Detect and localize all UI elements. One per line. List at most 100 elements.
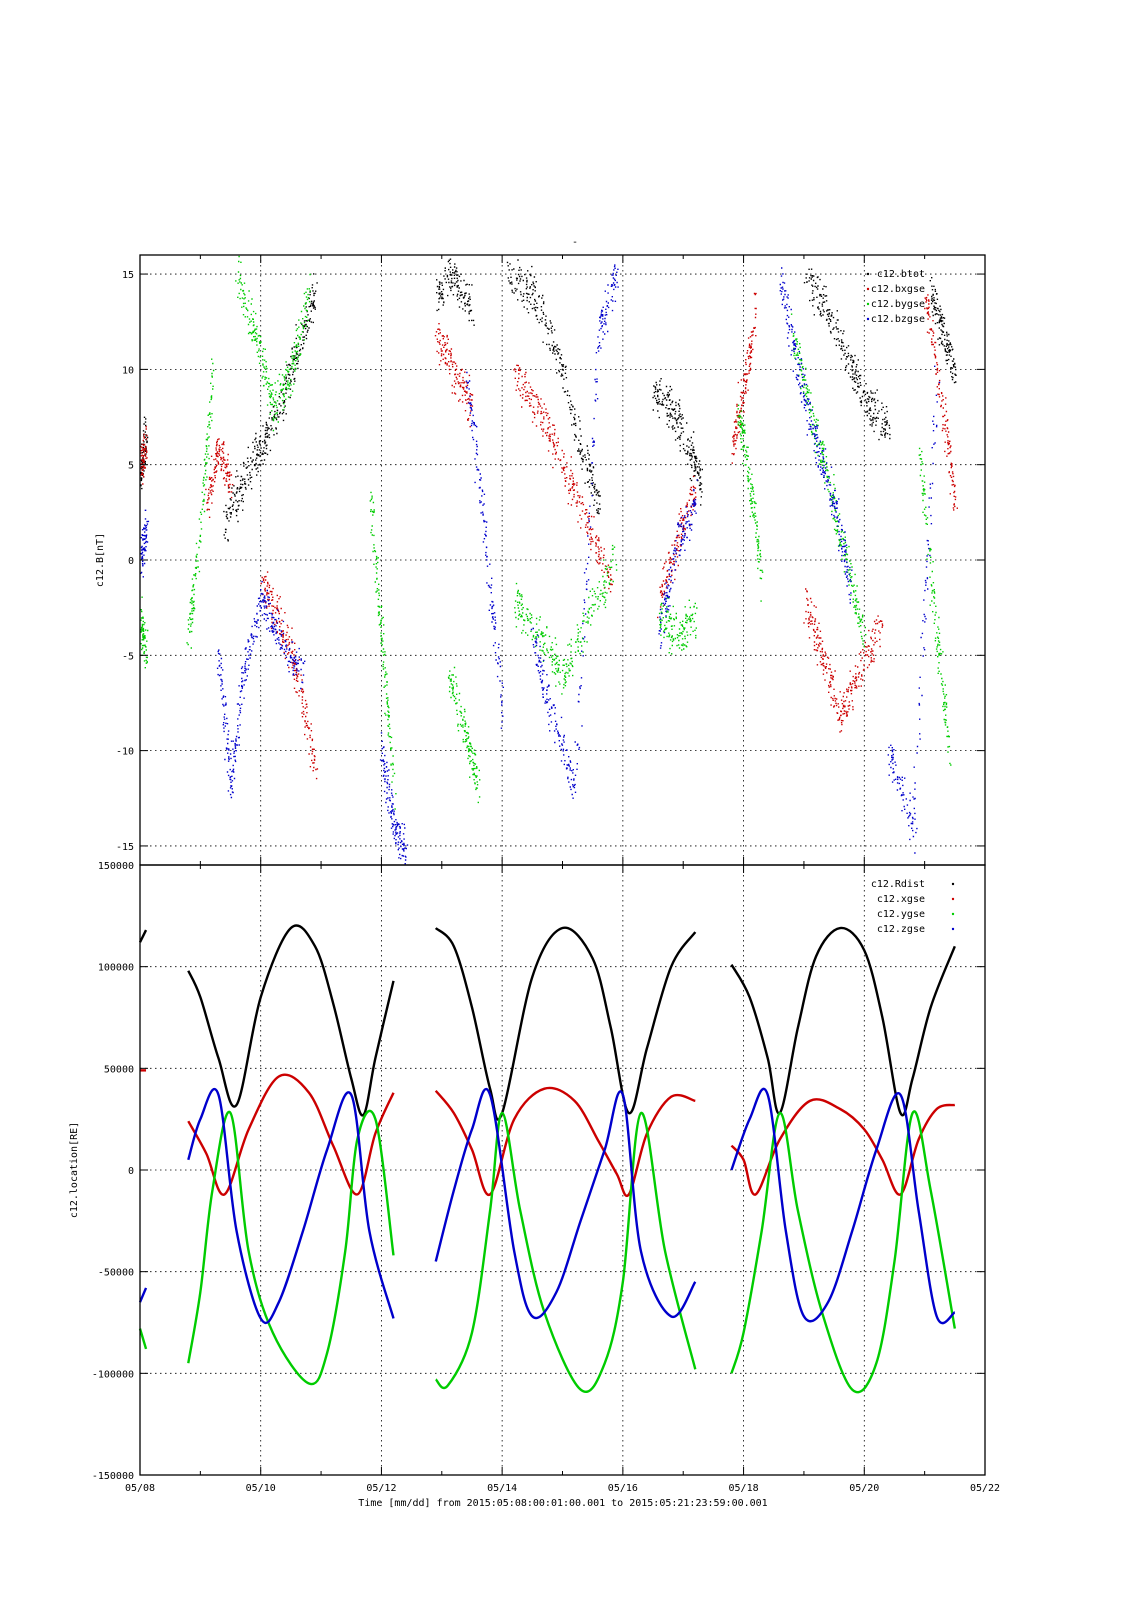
series-line (138, 929, 148, 943)
y-tick-label: 15 (122, 270, 134, 281)
series-line (730, 1087, 956, 1325)
legend-marker (951, 912, 955, 916)
y-tick-label: -5 (122, 651, 134, 662)
scatter-points (140, 509, 150, 578)
series-line (434, 1087, 697, 1320)
scatter-points (447, 666, 481, 804)
series-line (187, 1073, 395, 1196)
legend-marker (866, 272, 870, 276)
scatter-points (652, 378, 703, 506)
scatter-points (731, 292, 757, 464)
x-tick-label: 05/18 (729, 1483, 759, 1494)
x-tick-label: 05/10 (246, 1483, 276, 1494)
scatter-points (918, 447, 952, 766)
scatter-points (216, 581, 306, 799)
scatter-points (737, 404, 764, 602)
top-y-axis-label: c12.B[nT] (95, 533, 106, 587)
scatter-points (530, 264, 619, 799)
legend-marker (951, 897, 955, 901)
series-line (138, 1287, 148, 1303)
y-tick-label: 100000 (98, 963, 134, 974)
y-tick-label: 150000 (98, 861, 134, 872)
legend-marker (866, 287, 870, 291)
scatter-points (140, 596, 149, 669)
top-data-points (140, 255, 958, 865)
top-plot-frame (139, 254, 986, 866)
legend-label: c12.Rdist (871, 879, 925, 890)
x-tick-label: 05/20 (849, 1483, 879, 1494)
scatter-points (434, 323, 474, 428)
x-tick-label: 05/22 (970, 1483, 1000, 1494)
top-grid (140, 255, 985, 865)
scatter-points (506, 259, 601, 515)
series-line (187, 924, 395, 1117)
scatter-points (235, 255, 311, 432)
series-line (187, 1087, 395, 1325)
scatter-points (929, 277, 957, 384)
bottom-series-lines (138, 924, 957, 1394)
scatter-points (465, 371, 504, 729)
scatter-points (223, 273, 318, 542)
series-line (434, 1111, 697, 1393)
chart-title: - (572, 237, 578, 248)
scatter-points (379, 732, 409, 865)
legend-marker (951, 882, 955, 886)
y-tick-label: 5 (128, 461, 134, 472)
y-tick-label: 10 (122, 365, 134, 376)
series-line (434, 926, 697, 1121)
y-tick-label: -15 (116, 842, 134, 853)
scatter-points (657, 475, 697, 619)
y-tick-label: -10 (116, 747, 134, 758)
legend-marker (951, 927, 955, 931)
scatter-points (205, 438, 234, 518)
bottom-plot-frame (139, 864, 986, 1476)
scatter-points (803, 268, 891, 441)
bottom-y-axis-label: c12.location[RE] (69, 1122, 80, 1218)
scatter-points (658, 597, 698, 655)
series-line (730, 926, 956, 1117)
legend-label: c12.ygse (877, 909, 925, 920)
y-tick-label: -50000 (98, 1268, 134, 1279)
x-tick-label: 05/14 (487, 1483, 517, 1494)
y-tick-label: 0 (128, 556, 134, 567)
y-tick-label: -150000 (92, 1471, 134, 1482)
x-tick-label: 05/12 (366, 1483, 396, 1494)
series-line (730, 1098, 956, 1196)
scatter-points (260, 571, 319, 780)
location-panel: -150000 -100000 -50000 0 50000 100000 150000 05… (69, 861, 1000, 1509)
scatter-points (924, 294, 958, 511)
scatter-points (436, 258, 475, 326)
series-line (730, 1110, 957, 1394)
scatter-points (514, 544, 618, 695)
legend-label: c12.btot (877, 269, 925, 280)
y-tick-label: -100000 (92, 1369, 134, 1380)
legend-label: c12.xgse (877, 894, 925, 905)
x-tick-label: 05/16 (608, 1483, 638, 1494)
legend-label: c12.bxgse (871, 284, 925, 295)
legend-label: c12.zgse (877, 924, 925, 935)
y-tick-label: 50000 (104, 1064, 134, 1075)
legend-label: c12.bzgse (871, 314, 925, 325)
legend-marker (866, 302, 870, 306)
legend-label: c12.bygse (871, 299, 925, 310)
scatter-points (887, 365, 941, 854)
scatter-points (140, 416, 149, 490)
top-legend: c12.btot c12.bxgse c12.bygse c12.bzgse (866, 269, 925, 325)
series-line (138, 1328, 148, 1350)
scatter-points (790, 313, 867, 648)
legend-marker (866, 317, 870, 321)
top-ticks: -15 -10 -5 0 5 10 15 (116, 255, 986, 865)
y-tick-label: 0 (128, 1166, 134, 1177)
scatter-points (140, 426, 148, 485)
x-axis-label: Time [mm/dd] from 2015:05:08:00:01:00.00… (358, 1498, 767, 1509)
scatter-points (803, 588, 884, 733)
scatter-points (186, 358, 215, 649)
series-line (187, 1109, 395, 1386)
x-tick-label: 05/08 (125, 1483, 155, 1494)
series-line (434, 1086, 696, 1198)
scatter-points (658, 479, 698, 649)
bottom-grid (140, 865, 985, 1475)
bottom-ticks: -150000 -100000 -50000 0 50000 100000 150000 05… (92, 861, 1000, 1494)
